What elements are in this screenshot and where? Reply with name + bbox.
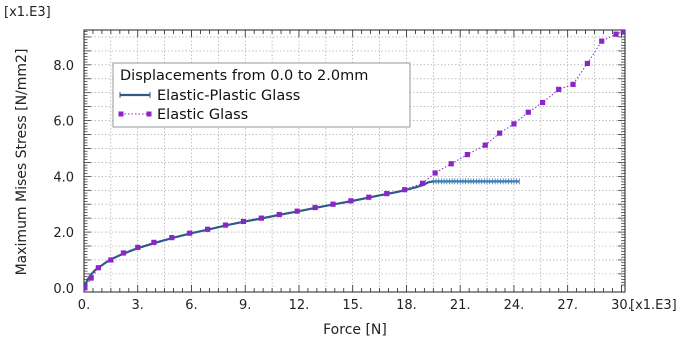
series-elastic-glass-marker: [570, 81, 576, 87]
series-elastic-glass-marker: [620, 30, 625, 34]
axes-frame: [83, 29, 626, 293]
x-tick-label: 3.: [132, 298, 144, 313]
x-axis-title: Force [N]: [323, 322, 387, 338]
x-tick-label: 21.: [450, 298, 471, 313]
series-elastic-glass-marker: [95, 265, 101, 271]
series-elastic-glass-marker: [482, 142, 488, 148]
series-elastic-glass-marker: [108, 257, 114, 263]
series-elastic-glass-marker: [187, 230, 193, 236]
series-elastic-glass-marker: [135, 244, 141, 251]
series-elastic-glass-marker: [599, 38, 605, 44]
series-elastic-glass-marker: [84, 285, 88, 291]
series-elastic-glass-marker: [222, 222, 229, 228]
x-tick-label: 18.: [396, 298, 417, 313]
y-tick-label: 6.0: [53, 115, 74, 130]
series-elastic-glass-marker: [330, 201, 336, 207]
series-elastic-glass-marker: [276, 211, 282, 218]
x-tick-label: 30.: [611, 298, 632, 313]
series-elastic-glass-marker: [432, 170, 438, 176]
y-tick-label: 2.0: [53, 226, 74, 241]
x-tick-label: 9.: [239, 298, 251, 313]
series-elastic-glass-marker: [464, 151, 470, 158]
series-elastic-glass-marker: [240, 218, 247, 225]
legend: Displacements from 0.0 to 2.0mm Elastic-…: [112, 62, 411, 128]
series-elastic-glass-marker: [348, 198, 354, 204]
series-elastic-glass-marker: [312, 204, 318, 211]
y-axis-title: Maximum Mises Stress [N/mm2]: [14, 49, 30, 276]
y-tick-label: 4.0: [53, 170, 74, 185]
x-axis-multiplier: [x1.E3]: [630, 298, 677, 313]
series-elastic-glass-marker: [497, 130, 503, 136]
x-tick-label: 27.: [557, 298, 578, 313]
series-elastic-glass-marker: [88, 275, 94, 281]
tick-labels: 0. 3. 6. 9. 12. 15. 18. 21. 24. 27. 30. 0.0 2.0 4.0 6.…: [53, 59, 631, 313]
x-tick-label: 12.: [289, 298, 310, 313]
series-elastic-glass-marker: [613, 31, 619, 37]
legend-label-elastic-plastic: Elastic-Plastic Glass: [157, 88, 300, 104]
legend-box: [112, 62, 411, 128]
series-elastic-glass-marker: [448, 161, 454, 167]
plot-frame: [83, 29, 626, 293]
y-tick-label: 8.0: [53, 59, 74, 74]
series-elastic-glass-marker: [419, 180, 426, 186]
x-tick-label: 15.: [342, 298, 363, 313]
series-elastic-glass-marker: [366, 194, 372, 200]
legend-label-elastic: Elastic Glass: [157, 107, 248, 123]
series-elastic-glass-marker: [556, 86, 562, 92]
series-elastic-glass-marker: [205, 226, 211, 232]
series-elastic-glass-marker: [511, 121, 517, 127]
legend-marker-elastic-b: [146, 111, 152, 117]
series-elastic-glass-marker: [169, 235, 175, 241]
series-elastic-glass-marker: [539, 99, 546, 106]
y-tick-label: 0.0: [53, 282, 74, 297]
series-elastic-glass-marker: [151, 239, 157, 245]
y-axis-multiplier: [x1.E3]: [4, 5, 51, 20]
series-elastic-glass-marker: [294, 208, 300, 214]
series-elastic-glass-marker: [584, 60, 590, 67]
series-elastic-glass-marker: [525, 109, 531, 115]
legend-marker-elastic-a: [118, 111, 124, 117]
legend-title: Displacements from 0.0 to 2.0mm: [120, 68, 368, 84]
series-elastic-glass-marker: [120, 250, 127, 256]
x-tick-label: 6.: [185, 298, 197, 313]
series-elastic-glass-marker: [258, 215, 264, 221]
x-tick-label: 24.: [504, 298, 525, 313]
series-layer: [84, 30, 625, 291]
x-tick-label: 0.: [78, 298, 90, 313]
grid: [84, 30, 625, 292]
series-elastic-glass-marker: [402, 187, 408, 193]
series-elastic-glass-marker: [384, 191, 390, 197]
